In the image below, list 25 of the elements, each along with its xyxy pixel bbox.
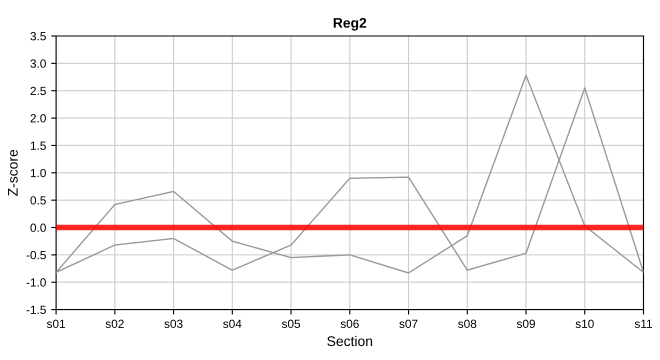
x-tick-label: s06	[340, 320, 359, 328]
y-tick-label: 2.5	[30, 86, 46, 96]
x-tick-label: s11	[634, 320, 652, 328]
chart-title: Reg2	[334, 18, 366, 31]
y-axis-title: Z-score	[8, 150, 18, 196]
x-tick-label: s09	[516, 320, 535, 328]
x-tick-label: s07	[399, 320, 418, 328]
x-tick-label: s01	[46, 320, 66, 328]
x-tick-label: s08	[458, 320, 476, 328]
y-tick-label: -1.0	[26, 278, 46, 287]
y-tick-label: -0.5	[26, 250, 46, 260]
y-tick-label: 0.5	[30, 196, 46, 205]
x-tick-label: s02	[106, 320, 124, 328]
x-tick-label: s10	[576, 320, 594, 328]
x-axis-title: Section	[327, 336, 372, 346]
y-tick-label: 2.0	[30, 114, 46, 122]
x-tick-label: s05	[282, 320, 300, 328]
y-tick-label: 1.0	[30, 168, 46, 178]
x-tick-label: s04	[223, 320, 242, 328]
y-tick-label: -1.5	[26, 306, 46, 314]
y-tick-label: 0.0	[30, 224, 46, 232]
y-tick-label: 3.0	[30, 59, 46, 68]
x-tick-label: s03	[164, 320, 183, 328]
y-tick-label: 1.5	[30, 142, 46, 150]
y-tick-label: 3.5	[30, 32, 46, 40]
